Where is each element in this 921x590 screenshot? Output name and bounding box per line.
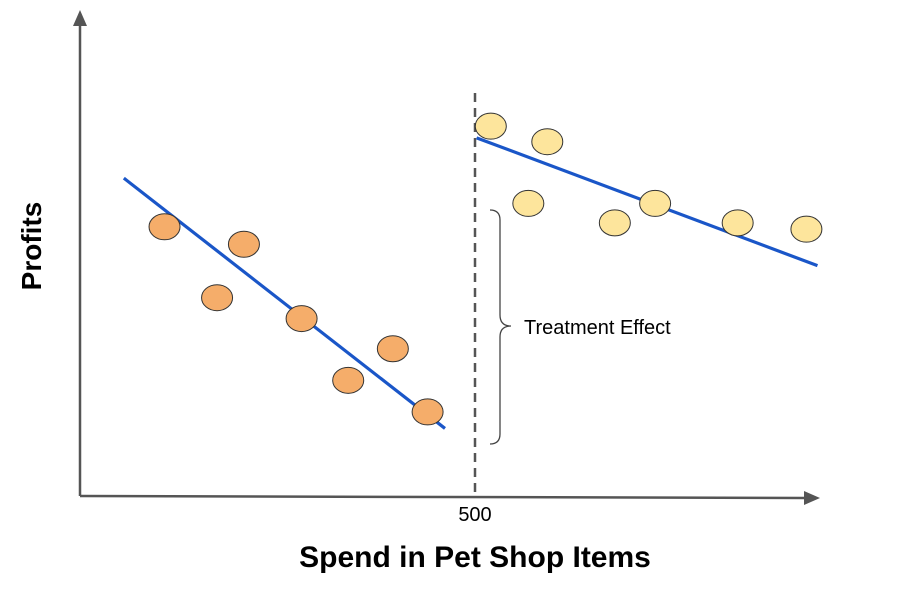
data-point-before-cutoff-2 <box>227 230 260 258</box>
data-point-after-cutoff-7 <box>790 215 823 243</box>
data-point-before-cutoff-5 <box>332 366 365 394</box>
data-point-after-cutoff-4 <box>598 209 631 237</box>
treatment-effect-label: Treatment Effect <box>524 317 671 339</box>
data-points <box>148 112 823 426</box>
cutoff-tick-label: 500 <box>458 504 491 526</box>
y-axis-arrow-icon <box>73 10 87 26</box>
data-point-after-cutoff-2 <box>531 128 564 156</box>
data-point-before-cutoff-7 <box>411 398 444 426</box>
data-point-after-cutoff-3 <box>512 189 545 217</box>
data-point-before-cutoff-4 <box>285 305 318 333</box>
data-point-before-cutoff-6 <box>376 335 409 363</box>
data-point-after-cutoff-1 <box>474 112 507 140</box>
y-axis-label: Profits <box>16 202 47 291</box>
data-point-after-cutoff-6 <box>721 209 754 237</box>
x-axis <box>79 491 820 505</box>
data-point-before-cutoff-3 <box>201 284 234 312</box>
data-point-before-cutoff-1 <box>148 213 181 241</box>
treatment-effect-brace <box>489 209 512 445</box>
fit-lines <box>122 136 819 430</box>
x-axis-arrow-icon <box>804 491 820 505</box>
x-axis-label: Spend in Pet Shop Items <box>299 541 651 574</box>
data-point-after-cutoff-5 <box>639 189 672 217</box>
y-axis <box>73 10 87 496</box>
